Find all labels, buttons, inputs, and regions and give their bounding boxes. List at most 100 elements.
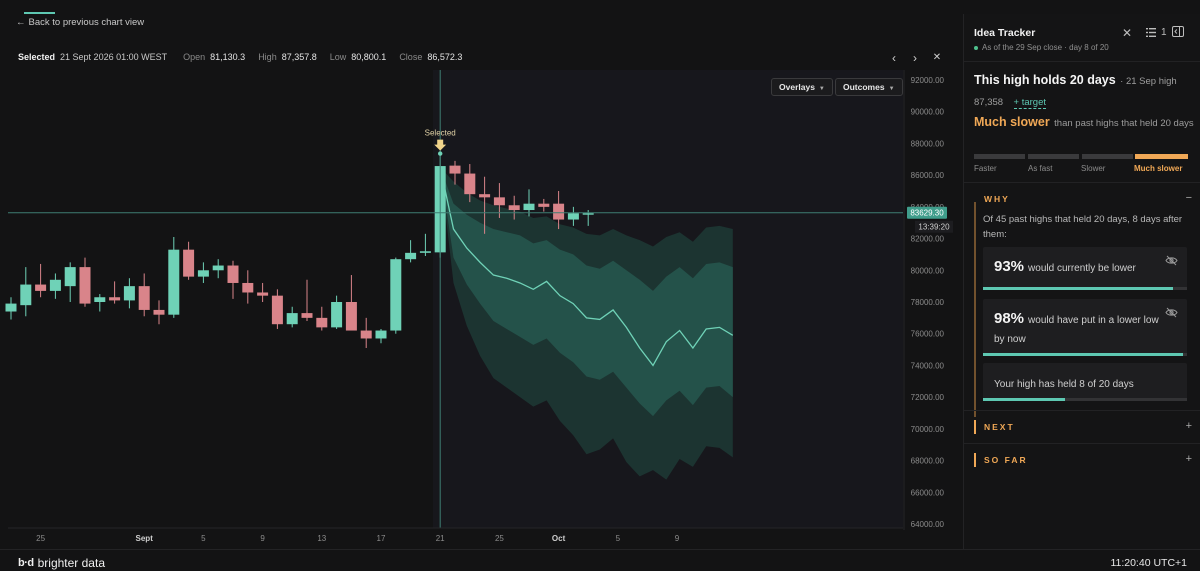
outcomes-dropdown[interactable]: Outcomes ▼ [835, 78, 903, 96]
candle [94, 294, 106, 312]
time-tick-label: 9 [675, 534, 680, 543]
price-tick-label: 88000.00 [911, 139, 945, 148]
candle [479, 176, 491, 234]
candle [64, 262, 76, 302]
candle-body [523, 203, 535, 211]
outcomes-label: Outcomes [843, 82, 885, 92]
price-tick-label: 82000.00 [911, 235, 945, 244]
candle [523, 189, 535, 217]
collapse-icon[interactable]: − [1185, 192, 1192, 204]
current-price-label: 83629.30 [910, 209, 944, 218]
scale-segment [1082, 154, 1133, 159]
candle [5, 297, 17, 320]
so-far-title: SO FAR [984, 455, 1028, 465]
candle-body [227, 265, 239, 283]
low-value: 80,800.1 [351, 52, 387, 62]
panel-collapse-icon[interactable] [1172, 26, 1184, 37]
candle [286, 306, 298, 328]
scale-label-active: Much slower [1134, 164, 1183, 173]
open-value: 81,130.3 [210, 52, 246, 62]
arrow-left-icon: ← [16, 17, 26, 28]
candle-body [464, 173, 476, 195]
candle [257, 282, 269, 302]
candle-body [301, 313, 313, 318]
candle [464, 164, 476, 203]
candle-body [375, 330, 387, 339]
time-axis: 25 Sept 5 9 13 17 21 25 Oct 5 9 [8, 527, 903, 543]
candle-body [567, 213, 579, 220]
scale-label: As fast [1028, 164, 1053, 173]
close-icon[interactable]: ✕ [932, 52, 942, 63]
headline-price: 87,358 [974, 97, 1004, 108]
headline-main: This high holds 20 days [974, 73, 1116, 87]
candle [123, 278, 135, 309]
candle-body [286, 313, 298, 325]
open-label: Open [183, 52, 206, 62]
candle-body [538, 203, 550, 207]
price-tick-label: 78000.00 [911, 298, 945, 307]
candle-body [123, 286, 135, 301]
close-icon[interactable]: ✕ [1122, 26, 1133, 40]
stat-card-content: 93% would currently be lower [994, 258, 1164, 277]
candle-body [582, 213, 594, 215]
candle-body [138, 286, 150, 310]
candle [419, 233, 431, 257]
time-tick-label: 17 [377, 534, 386, 543]
next-title: NEXT [984, 422, 1015, 432]
active-tab-indicator [24, 12, 55, 14]
why-section-header[interactable]: WHY − [974, 192, 1194, 210]
selected-date: 21 Sept 2026 01:00 WEST [60, 52, 168, 62]
eye-off-icon[interactable] [1165, 255, 1178, 266]
price-tick-label: 70000.00 [911, 425, 945, 434]
divider [964, 410, 1200, 411]
candle [242, 270, 254, 304]
candle-body [331, 302, 343, 328]
clock: 11:20:40 UTC+1 [1110, 557, 1187, 569]
candle [405, 240, 417, 263]
back-to-previous-chart-link[interactable]: ← Back to previous chart view [16, 17, 144, 28]
chart-canvas[interactable]: Selected 92000.00 90000.00 88000.00 86000.0… [0, 70, 962, 548]
expand-icon[interactable]: + [1185, 453, 1192, 465]
expand-icon[interactable]: + [1185, 420, 1192, 432]
selected-high-dot [438, 151, 443, 156]
chevron-right-icon[interactable]: › [913, 51, 917, 65]
candle [109, 281, 121, 304]
so-far-section-header[interactable]: SO FAR + [974, 453, 1194, 471]
candle-body [508, 205, 520, 211]
candle-body [35, 284, 47, 291]
live-status-dot [974, 45, 978, 50]
add-target-button[interactable]: + target [1013, 97, 1046, 109]
candle-body [553, 203, 565, 220]
progress-fill [983, 353, 1183, 356]
candle-body [449, 165, 461, 174]
eye-off-icon[interactable] [1165, 307, 1178, 318]
candle [390, 257, 402, 334]
overlays-dropdown[interactable]: Overlays ▼ [771, 78, 833, 96]
progress-fill [983, 398, 1065, 401]
next-section-header[interactable]: NEXT + [974, 420, 1194, 438]
divider [964, 182, 1200, 183]
chevron-down-icon: ▼ [888, 86, 895, 92]
price-chart[interactable]: Selected 92000.00 90000.00 88000.00 86000.0… [0, 70, 962, 548]
chevron-left-icon[interactable]: ‹ [892, 51, 896, 65]
time-tick-label: Oct [552, 534, 566, 543]
current-price-badge [907, 206, 947, 219]
high-label: High [258, 52, 277, 62]
time-tick-label: 25 [495, 534, 504, 543]
candle-body [345, 302, 357, 331]
candle-body [79, 267, 91, 304]
price-tick-label: 66000.00 [911, 488, 945, 497]
panel-subtitle: As of the 29 Sep close · day 8 of 20 [974, 43, 1109, 52]
candle [271, 289, 283, 329]
candle [345, 275, 357, 331]
low-label: Low [329, 52, 347, 62]
candle [449, 160, 461, 185]
scale-label: Faster [974, 164, 997, 173]
candle-body [212, 265, 224, 271]
close-label: Close [399, 52, 423, 62]
candle-body [316, 317, 328, 328]
list-button[interactable]: 1 [1146, 27, 1167, 38]
candle [553, 191, 565, 230]
candle-body [64, 267, 76, 287]
overlays-label: Overlays [779, 82, 815, 92]
